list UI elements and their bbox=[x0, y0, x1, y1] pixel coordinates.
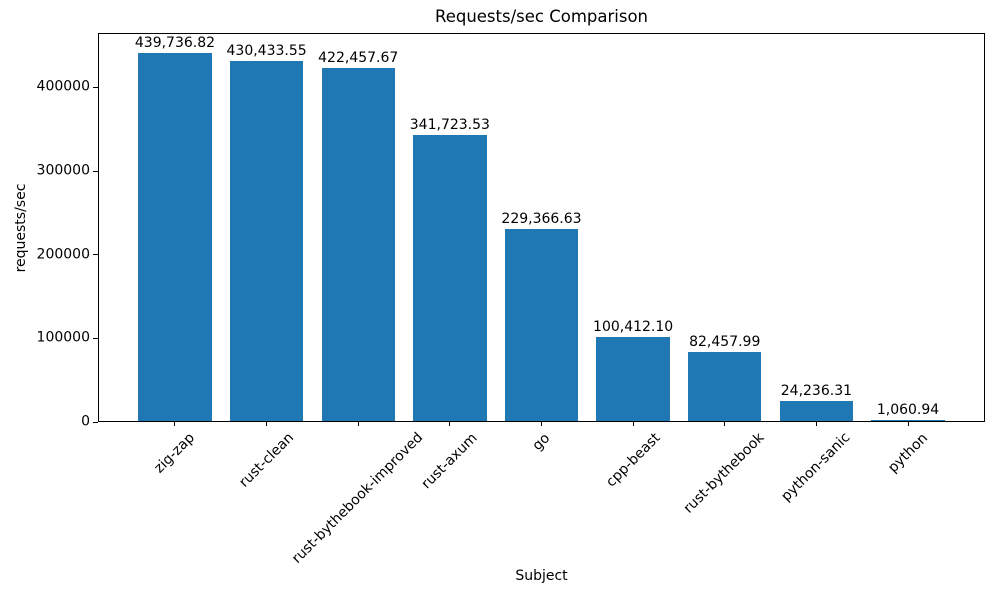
x-axis-tick bbox=[815, 422, 817, 426]
chart-title: Requests/sec Comparison bbox=[434, 7, 649, 26]
x-axis-tick bbox=[907, 422, 909, 426]
y-axis-tick bbox=[93, 86, 98, 88]
y-tick-label: 400000 bbox=[36, 78, 90, 95]
y-axis-tick bbox=[93, 337, 98, 339]
x-tick-label: python-sanic bbox=[778, 429, 854, 506]
x-axis-tick bbox=[266, 422, 268, 426]
x-tick-label: rust-bythebook-improved bbox=[289, 429, 427, 568]
y-tick-label: 0 bbox=[81, 413, 90, 430]
bar-python bbox=[871, 420, 945, 421]
x-tick-label: rust-axum bbox=[418, 430, 481, 493]
bar-value-label: 341,723.53 bbox=[409, 117, 490, 133]
y-tick-label: 100000 bbox=[36, 329, 90, 346]
x-tick-label: python bbox=[884, 429, 931, 476]
bar-value-label: 24,236.31 bbox=[780, 383, 853, 399]
x-axis-tick bbox=[632, 422, 634, 426]
bar-value-label: 82,457.99 bbox=[689, 334, 761, 350]
bar-rust-bythebook-improved bbox=[321, 68, 395, 421]
bar-value-label: 422,457.67 bbox=[318, 50, 399, 66]
bar-value-label: 100,412.10 bbox=[593, 319, 674, 335]
x-axis-tick bbox=[449, 422, 451, 426]
bar-value-label: 1,060.94 bbox=[876, 402, 940, 418]
bar-rust-clean bbox=[229, 61, 304, 421]
x-axis-tick bbox=[174, 422, 176, 426]
bar-value-label: 439,736.82 bbox=[134, 35, 216, 51]
y-axis-tick bbox=[93, 254, 98, 256]
bar-rust-bythebook bbox=[688, 352, 762, 421]
x-axis-tick bbox=[541, 422, 542, 426]
bar-value-label: 229,366.63 bbox=[501, 211, 582, 227]
x-tick-label: zig-zap bbox=[151, 429, 198, 477]
x-tick-label: cpp-beast bbox=[602, 429, 664, 491]
bar-python-sanic bbox=[779, 401, 854, 421]
x-axis-tick bbox=[724, 422, 726, 426]
bar-rust-axum bbox=[413, 135, 487, 421]
y-axis-tick bbox=[93, 170, 98, 172]
x-tick-label: go bbox=[529, 429, 554, 454]
y-axis-tick bbox=[93, 421, 98, 423]
y-tick-label: 300000 bbox=[36, 162, 90, 179]
x-tick-label: rust-clean bbox=[235, 429, 297, 491]
x-tick-label: rust-bythebook bbox=[680, 430, 768, 517]
x-axis-tick bbox=[357, 422, 359, 426]
x-axis-label: Subject bbox=[515, 568, 568, 584]
bar-go bbox=[504, 229, 579, 421]
bar-zig-zap bbox=[138, 53, 212, 421]
bar-value-label: 430,433.55 bbox=[226, 43, 307, 59]
bar-cpp-beast bbox=[596, 337, 670, 421]
y-tick-label: 200000 bbox=[36, 246, 90, 263]
